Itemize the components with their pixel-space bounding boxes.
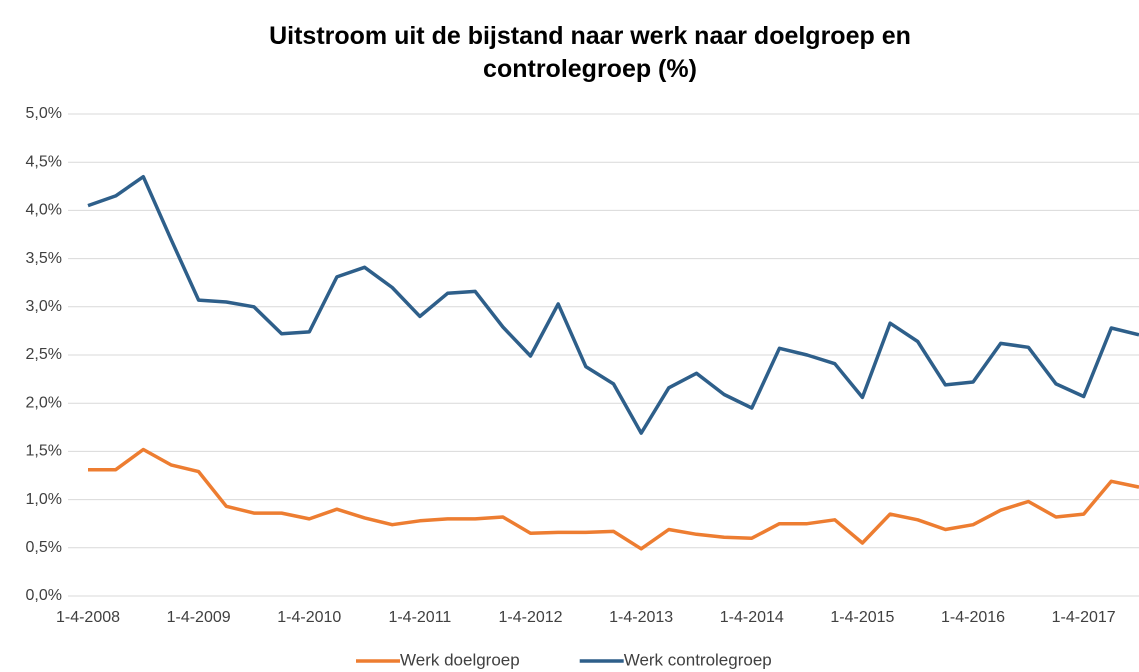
x-tick-label: 1-4-2015 [830, 609, 894, 626]
x-tick-label: 1-4-2016 [941, 609, 1005, 626]
x-tick-label: 1-4-2010 [277, 609, 341, 626]
y-tick-label: 4,5% [26, 153, 62, 170]
y-tick-label: 1,0% [26, 491, 62, 508]
y-tick-label: 5,0% [26, 105, 62, 122]
y-tick-label: 2,5% [26, 346, 62, 363]
series-line [87, 174, 1139, 435]
y-tick-label: 3,0% [26, 298, 62, 315]
x-tick-label: 1-4-2012 [499, 609, 563, 626]
y-tick-label: 0,0% [26, 587, 62, 604]
x-tick-label: 1-4-2008 [56, 609, 120, 626]
y-tick-label: 4,0% [26, 202, 62, 219]
x-tick-label: 1-4-2017 [1052, 609, 1116, 626]
chart-title: Uitstroom uit de bijstand naar werk naar… [269, 22, 911, 83]
series-line [88, 447, 1139, 551]
x-tick-label: 1-4-2013 [609, 609, 673, 626]
x-tick-label: 1-4-2014 [720, 609, 784, 626]
x-tick-label: 1-4-2011 [388, 609, 451, 626]
legend-label: Werk doelgroep [400, 650, 520, 669]
y-tick-label: 3,5% [26, 250, 62, 267]
y-tick-label: 0,5% [26, 539, 62, 556]
y-tick-label: 2,0% [26, 394, 62, 411]
y-tick-label: 1,5% [26, 443, 62, 460]
x-tick-label: 1-4-2009 [167, 609, 231, 626]
legend-label: Werk controlegroep [624, 650, 772, 669]
